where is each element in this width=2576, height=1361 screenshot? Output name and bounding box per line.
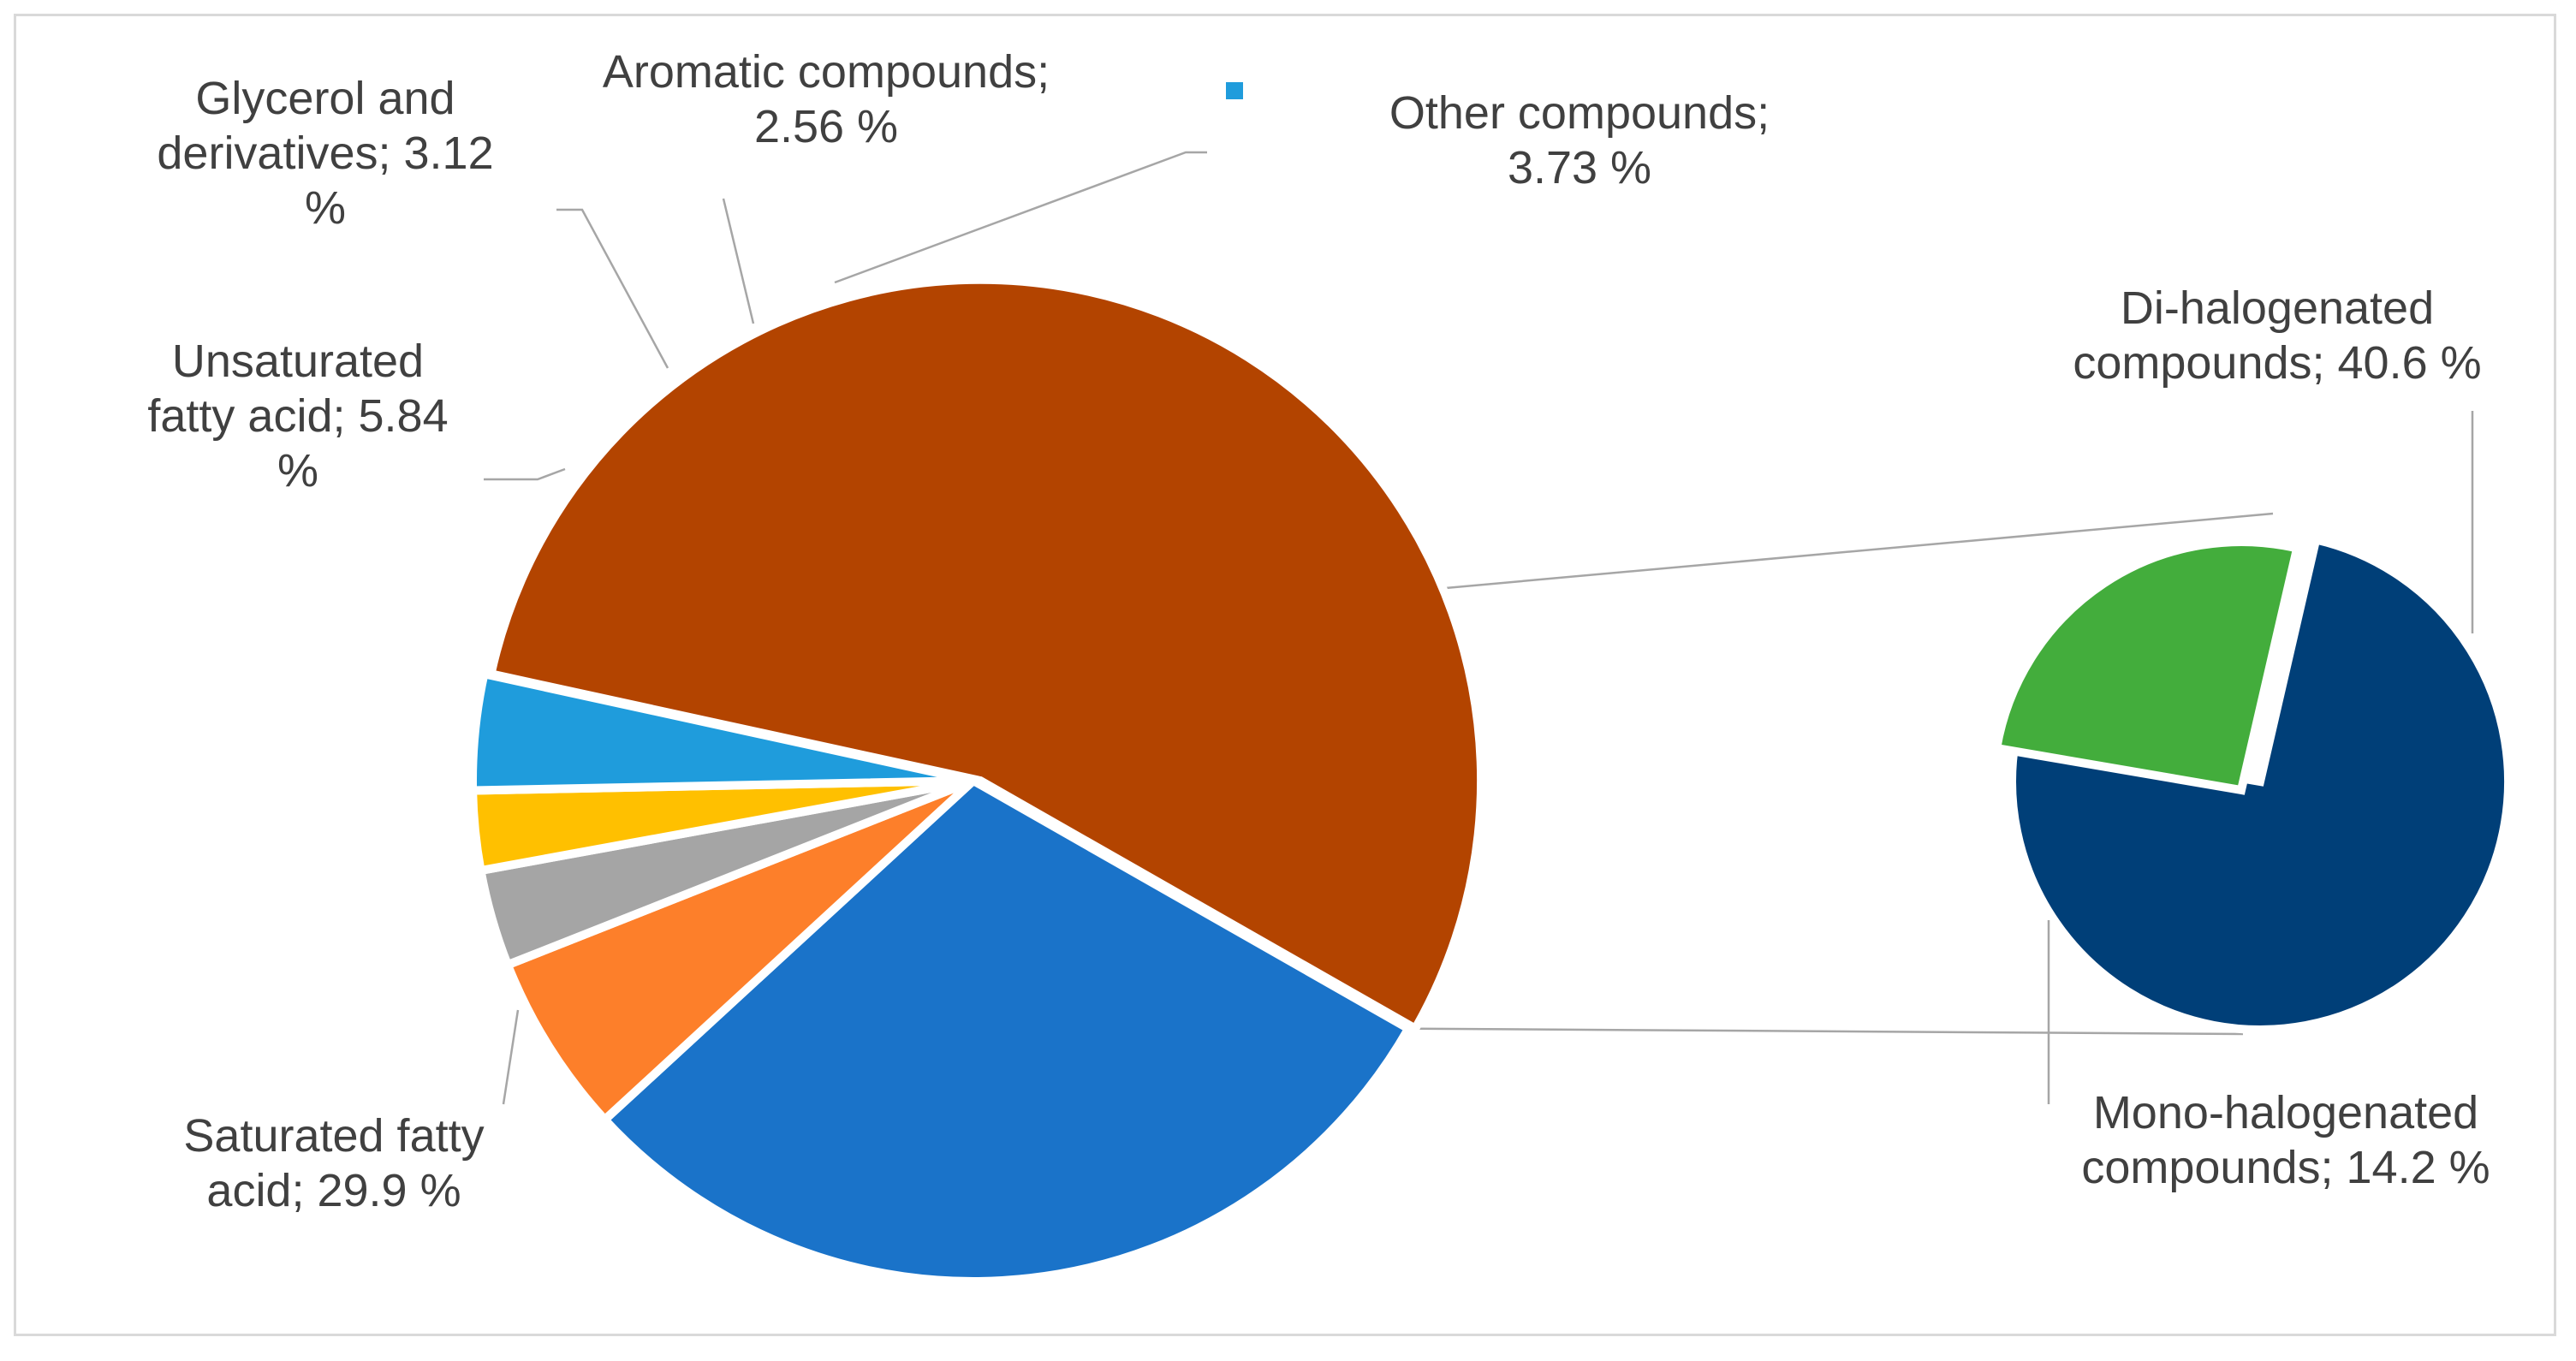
data-label-line: 2.56 % xyxy=(754,101,898,152)
secondary-slice-di-halogenated-compounds xyxy=(2008,534,2514,1034)
data-label-line: fatty acid; 5.84 xyxy=(147,390,448,442)
main-slice-other-compounds xyxy=(468,669,975,795)
data-label-line: Saturated fatty xyxy=(183,1110,484,1162)
data-label-di-halogenated-compounds: Di-halogenated compounds; 40.6 % xyxy=(2073,282,2481,389)
data-label-line: compounds; 14.2 % xyxy=(2081,1142,2490,1193)
data-label-unsaturated-fatty-acid: Unsaturated fatty acid; 5.84% xyxy=(147,336,448,496)
data-label-line: % xyxy=(277,445,318,496)
data-label-glycerol-and-derivatives: Glycerol and derivatives; 3.12% xyxy=(157,73,493,234)
data-label-mono-halogenated-compounds: Mono-halogenated compounds; 14.2 % xyxy=(2081,1087,2490,1193)
data-labels: Saturated fatty acid; 29.9 % Unsaturated fa… xyxy=(147,46,2490,1216)
main-slice-unsaturated-fatty-acid xyxy=(502,776,977,1126)
data-label-saturated-fatty-acid: Saturated fatty acid; 29.9 % xyxy=(183,1110,484,1216)
leader-line-glycerol-and-derivatives xyxy=(556,208,669,369)
main-slice-saturated-fatty-acid xyxy=(598,775,1415,1286)
data-label-line: derivatives; 3.12 xyxy=(157,128,493,179)
leader-lines xyxy=(484,151,2474,1105)
data-label-line: Unsaturated xyxy=(172,336,424,387)
data-label-line: acid; 29.9 % xyxy=(206,1165,461,1216)
leader-line-other-compounds xyxy=(834,151,1207,284)
data-label-line: Glycerol and xyxy=(195,73,455,124)
data-label-line: compounds; 40.6 % xyxy=(2073,337,2481,389)
data-label-line: Aromatic compounds; xyxy=(603,46,1050,98)
data-label-aromatic-compounds: Aromatic compounds; 2.56 % xyxy=(603,46,1050,152)
secondary-pie xyxy=(1991,534,2514,1034)
data-label-line: Other compounds; xyxy=(1389,87,1770,139)
other-compounds-marker xyxy=(1226,82,1243,99)
connector-line-bottom xyxy=(1415,1027,2244,1036)
leader-line-saturated-fatty-acid xyxy=(502,1009,520,1105)
secondary-slice-mono-halogenated-compounds xyxy=(1991,538,2303,795)
main-slice-other-group xyxy=(485,275,1486,1035)
data-label-other-compounds: Other compounds; 3.73 % xyxy=(1389,87,1770,193)
data-label-line: Di-halogenated xyxy=(2121,282,2434,334)
main-pie xyxy=(468,275,1486,1286)
data-label-line: 3.73 % xyxy=(1508,142,1651,193)
data-label-line: % xyxy=(305,182,346,234)
leader-line-aromatic-compounds xyxy=(722,198,755,324)
data-label-line: Mono-halogenated xyxy=(2093,1087,2478,1138)
leader-line-unsaturated-fatty-acid xyxy=(484,467,566,481)
